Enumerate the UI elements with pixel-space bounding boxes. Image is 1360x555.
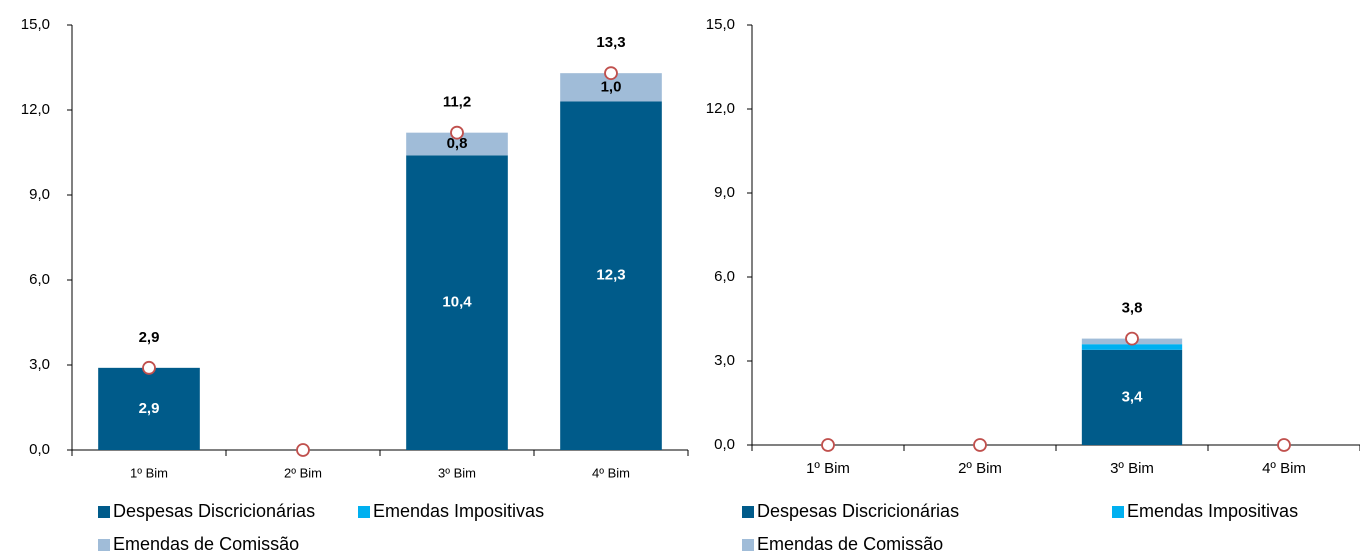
x-tick-label: 3º Bim — [438, 465, 476, 480]
y-tick-label: 15,0 — [706, 16, 735, 33]
x-tick-label: 1º Bim — [806, 460, 850, 477]
y-tick-label: 6,0 — [714, 268, 735, 285]
legend-swatch — [98, 539, 110, 551]
segment-label: 1,0 — [601, 78, 622, 95]
legend-swatch — [742, 506, 754, 518]
total-marker — [821, 438, 835, 452]
y-tick-label: 9,0 — [714, 184, 735, 201]
x-tick-label: 2º Bim — [284, 465, 322, 480]
legend-swatch — [742, 539, 754, 551]
segment-label: 0,8 — [447, 135, 468, 152]
bar-segment — [1081, 349, 1183, 445]
x-tick-label: 2º Bim — [958, 460, 1002, 477]
total-marker — [450, 125, 464, 140]
total-label: 2,9 — [139, 329, 160, 346]
legend-label: Emendas de Comissão — [113, 534, 299, 554]
y-tick-label: 0,0 — [29, 441, 50, 458]
total-label: 11,2 — [443, 94, 471, 111]
segment-label: 12,3 — [596, 267, 625, 284]
total-label: 13,3 — [596, 34, 625, 51]
x-tick-label: 4º Bim — [1262, 460, 1306, 477]
total-label: 3,8 — [1122, 300, 1143, 317]
legend-label: Emendas Impositivas — [1127, 501, 1298, 521]
bar-segment — [406, 132, 508, 156]
segment-label: 10,4 — [442, 294, 472, 311]
legend-label: Emendas de Comissão — [757, 534, 943, 554]
legend-label: Emendas Impositivas — [373, 501, 544, 521]
bar-segment — [98, 367, 200, 450]
total-marker — [1277, 438, 1291, 452]
y-tick-label: 9,0 — [29, 186, 50, 203]
bar-segment — [560, 101, 662, 450]
total-marker — [1125, 331, 1139, 346]
total-marker — [296, 443, 310, 457]
x-tick-label: 1º Bim — [130, 465, 168, 480]
y-tick-label: 12,0 — [706, 100, 735, 117]
legend-swatch — [98, 506, 110, 518]
y-tick-label: 15,0 — [21, 16, 50, 33]
x-tick-label: 4º Bim — [592, 465, 630, 480]
y-tick-label: 3,0 — [29, 356, 50, 373]
total-marker — [142, 360, 156, 375]
x-tick-label: 3º Bim — [1110, 460, 1154, 477]
bar-segment — [1081, 344, 1183, 350]
y-tick-label: 6,0 — [29, 271, 50, 288]
y-tick-label: 3,0 — [714, 352, 735, 369]
bar-segment — [406, 155, 508, 451]
legend-label: Despesas Discricionárias — [757, 501, 959, 521]
total-marker — [973, 438, 987, 452]
legend-label: Despesas Discricionárias — [113, 501, 315, 521]
total-marker — [604, 66, 618, 81]
legend-swatch — [1112, 506, 1124, 518]
segment-label: 2,9 — [139, 400, 160, 417]
segment-label: 3,4 — [1122, 388, 1144, 405]
y-tick-label: 0,0 — [714, 436, 735, 453]
y-tick-label: 12,0 — [21, 101, 50, 118]
legend-swatch — [358, 506, 370, 518]
